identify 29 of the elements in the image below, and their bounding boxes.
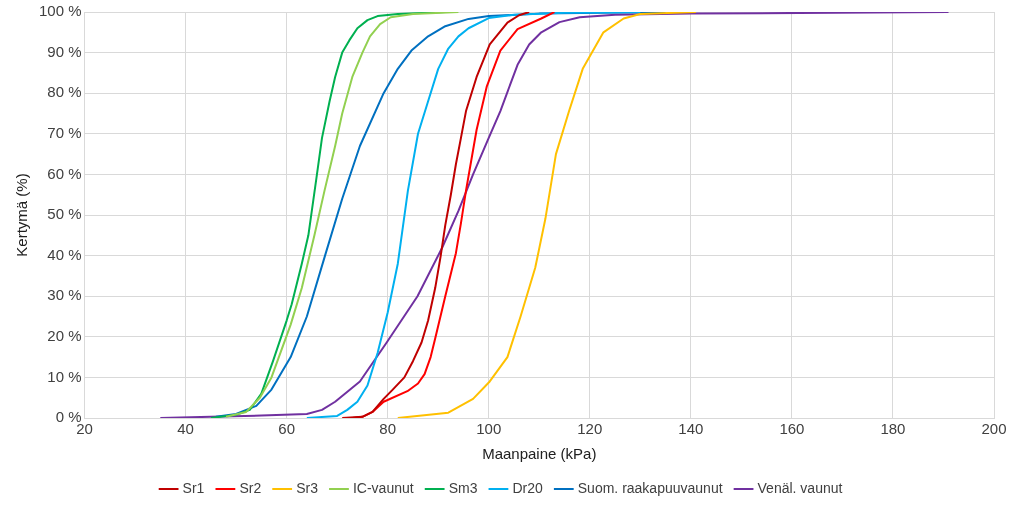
y-tick-label: 30 % [47,286,82,304]
x-tick-label: 160 [779,420,805,438]
y-tick-label: 100 % [38,2,82,20]
legend-label: Sr2 [239,479,262,496]
x-tick-label: 140 [678,420,704,438]
y-tick-label: 90 % [47,42,82,60]
y-tick-label: 60 % [47,164,82,182]
x-tick-label: 100 [476,420,502,438]
x-tick-label: 60 [278,420,295,438]
y-tick-label: 40 % [47,245,82,263]
legend-label: Sm3 [448,479,478,496]
legend-label: Sr1 [182,479,205,496]
y-tick-label: 20 % [47,326,82,344]
x-tick-label: 120 [577,420,603,438]
x-tick-label: 80 [379,420,397,438]
y-tick-label: 80 % [47,83,82,101]
x-axis-title: Maanpaine (kPa) [482,445,597,463]
legend-label: Sr3 [296,479,319,496]
y-axis-title: Kertymä (%) [13,173,31,257]
legend-label: Dr20 [512,479,543,496]
y-tick-label: 50 % [47,205,82,223]
y-tick-label: 10 % [47,367,82,385]
x-tick-label: 40 [177,420,194,438]
legend-label: IC-vaunut [352,479,414,496]
legend-label: Venäl. vaunut [757,479,843,496]
x-tick-label: 200 [981,420,1007,438]
x-tick-label: 180 [880,420,906,438]
y-tick-label: 70 % [47,123,82,141]
legend-label: Suom. raakapuuvaunut [577,479,723,496]
